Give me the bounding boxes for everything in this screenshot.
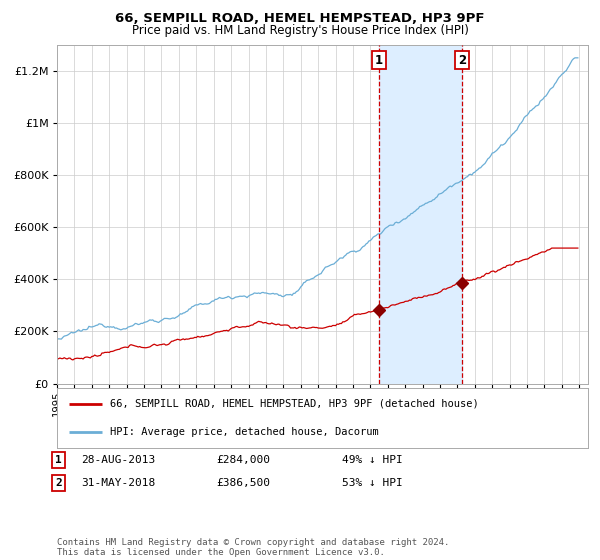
Text: Price paid vs. HM Land Registry's House Price Index (HPI): Price paid vs. HM Land Registry's House … <box>131 24 469 36</box>
Text: 1: 1 <box>375 54 383 67</box>
Text: HPI: Average price, detached house, Dacorum: HPI: Average price, detached house, Daco… <box>110 427 379 437</box>
Text: 2: 2 <box>55 478 62 488</box>
Text: 49% ↓ HPI: 49% ↓ HPI <box>342 455 403 465</box>
Bar <box>379 45 462 384</box>
Text: 66, SEMPILL ROAD, HEMEL HEMPSTEAD, HP3 9PF (detached house): 66, SEMPILL ROAD, HEMEL HEMPSTEAD, HP3 9… <box>110 399 479 409</box>
Text: 53% ↓ HPI: 53% ↓ HPI <box>342 478 403 488</box>
Text: £284,000: £284,000 <box>216 455 270 465</box>
Text: 66, SEMPILL ROAD, HEMEL HEMPSTEAD, HP3 9PF: 66, SEMPILL ROAD, HEMEL HEMPSTEAD, HP3 9… <box>115 12 485 25</box>
Text: 28-AUG-2013: 28-AUG-2013 <box>81 455 155 465</box>
Text: 2: 2 <box>458 54 466 67</box>
Text: Contains HM Land Registry data © Crown copyright and database right 2024.
This d: Contains HM Land Registry data © Crown c… <box>57 538 449 557</box>
Text: £386,500: £386,500 <box>216 478 270 488</box>
Text: 31-MAY-2018: 31-MAY-2018 <box>81 478 155 488</box>
Text: 1: 1 <box>55 455 62 465</box>
